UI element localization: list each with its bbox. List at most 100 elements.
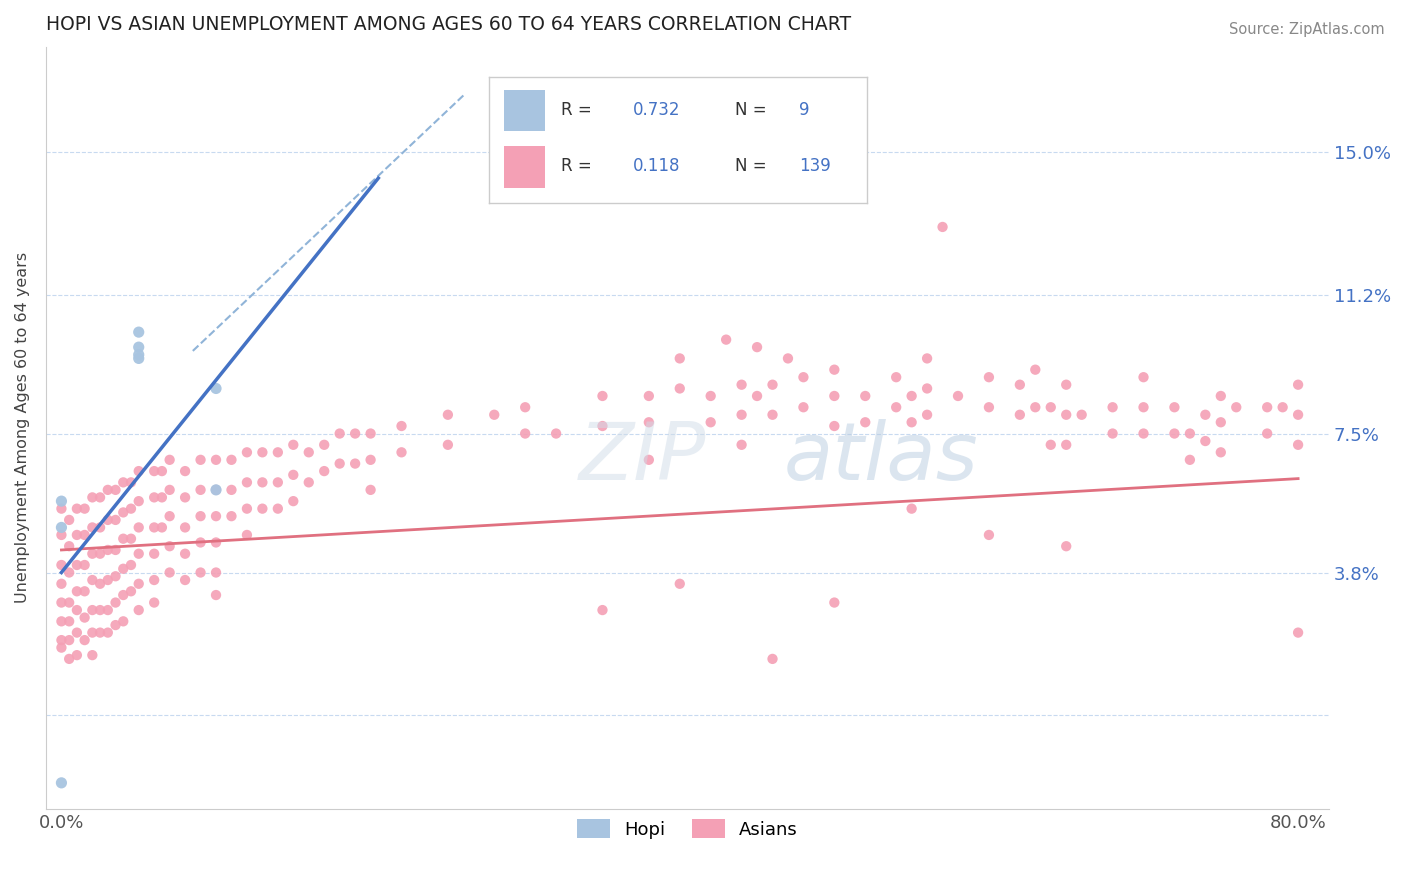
Point [1271, 401, 1294, 415]
Point [761, 652, 783, 666]
Point [66, 584, 89, 599]
Point [221, 483, 243, 497]
Point [699, 389, 721, 403]
Point [104, 569, 127, 583]
Point [51, 501, 73, 516]
Point [82, 625, 104, 640]
Point [853, 389, 876, 403]
Point [823, 596, 845, 610]
Point [823, 362, 845, 376]
Point [484, 408, 506, 422]
Point [128, 494, 150, 508]
Point [120, 475, 142, 490]
Point [884, 401, 907, 415]
Point [174, 573, 197, 587]
Point [150, 520, 173, 534]
Point [437, 408, 460, 422]
Point [58, 513, 80, 527]
Point [1024, 401, 1046, 415]
Point [1054, 377, 1077, 392]
Point [1008, 377, 1031, 392]
Point [58, 566, 80, 580]
Point [1225, 401, 1247, 415]
Point [515, 401, 537, 415]
Point [236, 528, 259, 542]
Point [190, 566, 212, 580]
Point [637, 389, 659, 403]
Point [128, 520, 150, 534]
Point [252, 475, 274, 490]
Point [205, 453, 228, 467]
Point [823, 419, 845, 434]
Point [128, 576, 150, 591]
Point [1163, 426, 1185, 441]
Point [205, 535, 228, 549]
Point [66, 648, 89, 662]
Point [89, 491, 111, 505]
Point [776, 351, 799, 366]
Point [1132, 370, 1154, 384]
Point [360, 483, 382, 497]
Point [66, 603, 89, 617]
Point [51, 640, 73, 655]
Point [205, 483, 228, 497]
Point [112, 615, 135, 629]
Point [267, 475, 290, 490]
Point [1256, 401, 1278, 415]
Point [668, 381, 690, 395]
Point [546, 426, 568, 441]
Point [73, 610, 96, 624]
Legend: Hopi, Asians: Hopi, Asians [569, 812, 806, 846]
Point [344, 426, 367, 441]
Point [1008, 408, 1031, 422]
Point [221, 509, 243, 524]
Point [977, 401, 1000, 415]
Point [298, 475, 321, 490]
Point [283, 467, 305, 482]
Point [82, 603, 104, 617]
Point [1101, 401, 1123, 415]
Point [977, 528, 1000, 542]
Point [637, 415, 659, 429]
Point [190, 509, 212, 524]
Point [82, 520, 104, 534]
Point [1132, 401, 1154, 415]
Point [73, 633, 96, 648]
Point [205, 509, 228, 524]
Point [730, 377, 752, 392]
Point [51, 633, 73, 648]
Point [89, 547, 111, 561]
Point [143, 491, 166, 505]
Point [267, 501, 290, 516]
Point [977, 370, 1000, 384]
Point [112, 562, 135, 576]
Point [761, 408, 783, 422]
Point [97, 625, 120, 640]
Point [592, 603, 614, 617]
Point [159, 453, 181, 467]
Point [1194, 434, 1216, 448]
Point [143, 596, 166, 610]
Point [1163, 401, 1185, 415]
Point [159, 509, 181, 524]
Point [174, 491, 197, 505]
Point [112, 505, 135, 519]
Point [391, 419, 413, 434]
Point [1101, 426, 1123, 441]
Point [89, 625, 111, 640]
Point [592, 389, 614, 403]
Point [51, 776, 73, 790]
Point [143, 547, 166, 561]
Point [128, 325, 150, 339]
Point [112, 588, 135, 602]
Point [205, 588, 228, 602]
Point [97, 513, 120, 527]
Point [1039, 401, 1062, 415]
Point [51, 528, 73, 542]
Point [128, 603, 150, 617]
Point [884, 370, 907, 384]
Point [900, 501, 922, 516]
Point [120, 532, 142, 546]
Point [66, 625, 89, 640]
Point [745, 340, 768, 354]
